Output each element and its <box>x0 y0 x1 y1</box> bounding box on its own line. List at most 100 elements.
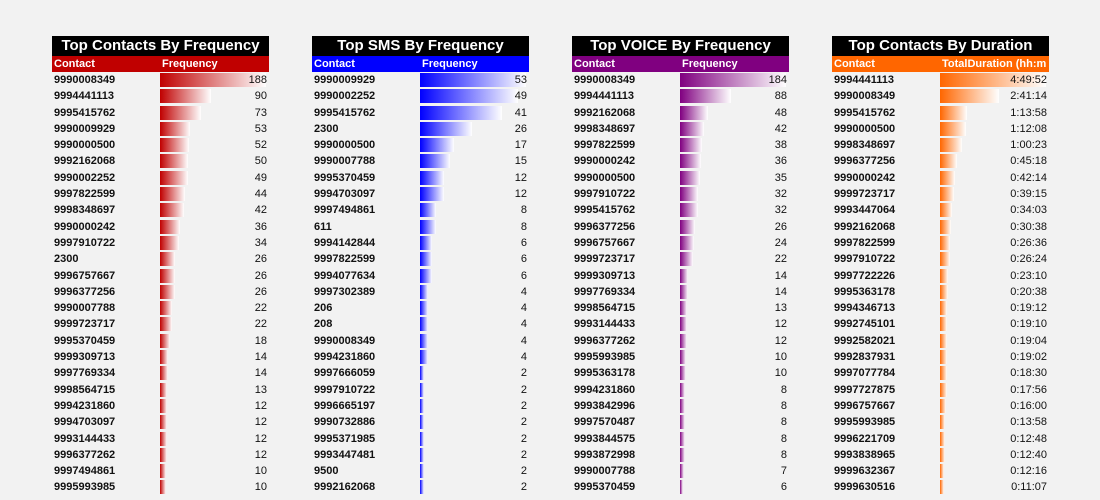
value-bar <box>160 252 175 267</box>
value-bar <box>680 317 687 332</box>
row-value: 53 <box>514 74 527 86</box>
table-row: 9990007788 15 <box>312 153 529 169</box>
table-row: 9993144433 12 <box>572 316 789 332</box>
row-value: 42 <box>774 122 787 135</box>
value-bar <box>680 73 786 87</box>
row-value: 8 <box>780 432 787 445</box>
value-bar <box>160 464 166 479</box>
table-row: 9999723717 0:39:15 <box>832 186 1049 202</box>
contact-number: 9994231860 <box>314 351 376 364</box>
value-bar <box>420 235 432 250</box>
value-bar <box>420 431 424 446</box>
row-value: 7 <box>780 465 787 478</box>
contact-number: 9990002252 <box>314 90 376 103</box>
table-row: 9997910722 2 <box>312 382 529 398</box>
panel-title: Top Contacts By Duration <box>832 36 1049 56</box>
table-row: 9994231860 12 <box>52 398 269 414</box>
row-value: 8 <box>520 204 527 217</box>
rows-container: 9990008349 188 9994441113 90 9995415762 73 999… <box>52 72 269 496</box>
row-value: 53 <box>254 122 267 135</box>
contact-number: 9996377256 <box>574 220 636 233</box>
table-row: 9995370459 12 <box>312 170 529 186</box>
table-row: 9997570487 8 <box>572 414 789 430</box>
row-value: 2 <box>520 465 527 478</box>
panel-title: Top VOICE By Frequency <box>572 36 789 56</box>
row-value: 12 <box>254 399 267 412</box>
panel-header: Contact Frequency <box>312 56 529 72</box>
table-row: 9996377256 0:45:18 <box>832 153 1049 169</box>
table-row: 9990007788 7 <box>572 463 789 479</box>
value-bar <box>940 203 952 218</box>
table-row: 9996377256 26 <box>52 284 269 300</box>
table-row: 9999723717 22 <box>52 316 269 332</box>
contact-number: 9998564715 <box>54 383 116 396</box>
row-value: 0:23:10 <box>1010 269 1047 282</box>
table-row: 9992582021 0:19:04 <box>832 333 1049 349</box>
table-row: 9990000242 0:42:14 <box>832 170 1049 186</box>
table-row: 9997910722 34 <box>52 235 269 251</box>
value-bar <box>160 105 201 120</box>
row-value: 22 <box>254 302 267 315</box>
row-value: 6 <box>520 253 527 266</box>
table-row: 9999309713 14 <box>52 349 269 365</box>
row-value: 0:12:16 <box>1010 465 1047 478</box>
contact-number: 9999723717 <box>834 188 896 201</box>
contact-number: 9995415762 <box>834 106 896 119</box>
row-value: 32 <box>774 204 787 217</box>
row-value: 8 <box>780 383 787 396</box>
value-bar <box>940 268 948 283</box>
value-bar <box>160 268 175 283</box>
value-bar <box>420 105 502 120</box>
table-row: 9500 2 <box>312 463 529 479</box>
contact-number: 9995415762 <box>574 204 636 217</box>
table-row: 9992162068 48 <box>572 105 789 121</box>
table-row: 9990009929 53 <box>52 121 269 137</box>
row-value: 0:39:15 <box>1010 188 1047 201</box>
row-value: 22 <box>254 318 267 331</box>
value-bar <box>680 89 731 104</box>
contact-number: 9994441113 <box>834 74 894 86</box>
table-row: 9999309713 14 <box>572 268 789 284</box>
value-bar <box>680 431 685 446</box>
table-row: 9995363178 10 <box>572 365 789 381</box>
row-value: 90 <box>254 90 267 103</box>
contact-number: 9994346713 <box>834 302 896 315</box>
table-row: 208 4 <box>312 316 529 332</box>
panel-title: Top Contacts By Frequency <box>52 36 269 56</box>
value-bar <box>160 235 179 250</box>
table-row: 9996757667 0:16:00 <box>832 398 1049 414</box>
contact-number: 9997910722 <box>834 253 896 266</box>
row-value: 36 <box>774 155 787 168</box>
table-row: 9990000500 17 <box>312 137 529 153</box>
table-row: 9992162068 0:30:38 <box>832 219 1049 235</box>
contact-number: 9994441113 <box>574 90 634 103</box>
row-value: 49 <box>514 90 527 103</box>
table-row: 9999723717 22 <box>572 251 789 267</box>
contact-number: 9990000500 <box>314 139 376 152</box>
contact-number: 9990002252 <box>54 171 116 184</box>
row-value: 14 <box>774 285 787 298</box>
row-value: 0:42:14 <box>1010 171 1047 184</box>
value-bar <box>940 89 999 104</box>
value-bar <box>680 366 686 381</box>
contact-number: 9992162068 <box>834 220 896 233</box>
value-bar <box>420 284 428 299</box>
table-row: 9996377262 12 <box>572 333 789 349</box>
value-bar <box>680 252 693 267</box>
table-row: 9998348697 42 <box>52 202 269 218</box>
value-bar <box>160 415 167 430</box>
table-row: 9997910722 0:26:24 <box>832 251 1049 267</box>
table-row: 9993842996 8 <box>572 398 789 414</box>
row-value: 8 <box>520 220 527 233</box>
row-value: 15 <box>514 155 527 168</box>
contact-number: 9997769334 <box>574 285 636 298</box>
value-bar <box>160 350 168 365</box>
table-row: 9990000500 1:12:08 <box>832 121 1049 137</box>
row-value: 0:16:00 <box>1010 399 1047 412</box>
row-value: 10 <box>254 465 267 478</box>
contact-number: 9990000500 <box>54 139 116 152</box>
contact-number: 9995415762 <box>314 106 376 119</box>
row-value: 8 <box>780 448 787 461</box>
contact-number: 9996377256 <box>54 285 116 298</box>
row-value: 4 <box>520 318 527 331</box>
